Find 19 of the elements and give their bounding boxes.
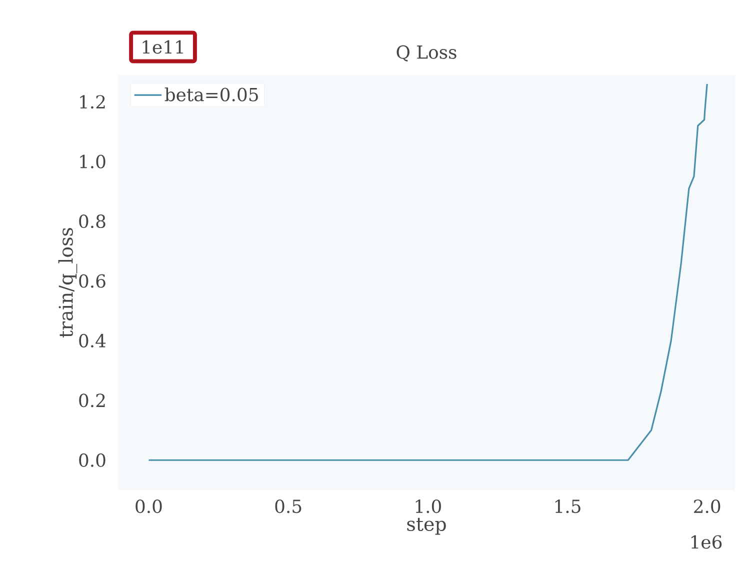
- y-tick-label: 0.6: [79, 274, 106, 288]
- y-tick-label: 0.0: [79, 453, 106, 467]
- x-tick-label: 1.0: [416, 500, 441, 514]
- y-tick-label: 0.8: [79, 214, 106, 228]
- x-tick-label: 0.0: [136, 500, 162, 514]
- text: 1e6: [691, 535, 722, 549]
- chart-title: Q Loss: [396, 45, 456, 62]
- line-series: [148, 83, 708, 461]
- x-tick-label: 0.5: [275, 500, 302, 514]
- x-axis-title: step: [407, 518, 446, 535]
- y-axis-title: train/q_loss: [58, 228, 78, 338]
- x-tick-label: 1.5: [555, 500, 580, 514]
- y-tick-label: 1.0: [80, 154, 106, 168]
- y-tick-label: 1.2: [80, 95, 105, 109]
- text: 1e11: [142, 40, 183, 54]
- y-tick-label: 0.2: [79, 394, 105, 408]
- x-tick-label: 2.0: [694, 500, 720, 514]
- y-tick-label: 0.4: [79, 334, 106, 348]
- legend-label: beta=0.05: [164, 87, 258, 102]
